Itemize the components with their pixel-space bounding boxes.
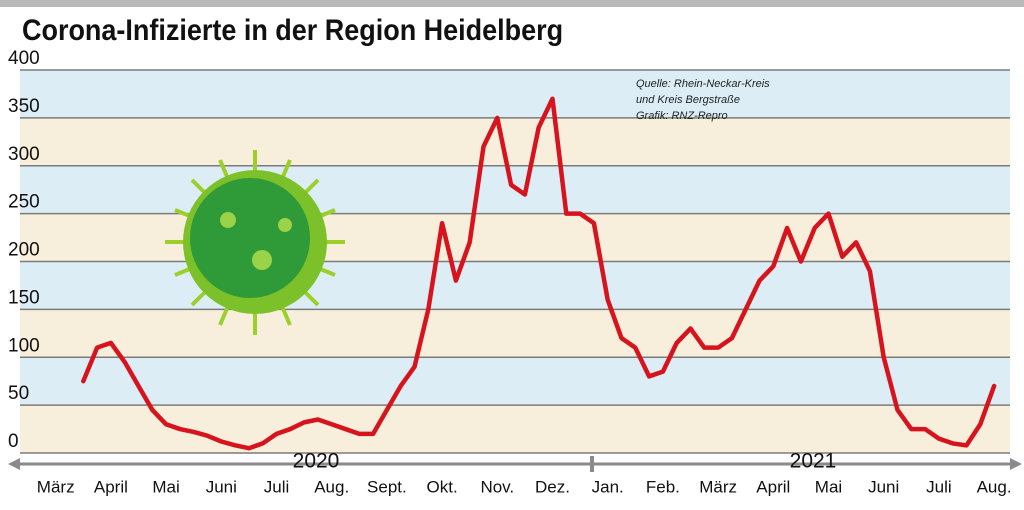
top-bar [0, 0, 1024, 7]
y-tick-label: 350 [8, 96, 40, 117]
grid-band [20, 70, 1010, 118]
source-line: Quelle: Rhein-Neckar-Kreis [636, 78, 770, 90]
grid-band [20, 309, 1010, 358]
axis-arrow [8, 458, 20, 470]
axis-arrow [1010, 458, 1022, 470]
x-tick-label: Dez. [535, 477, 570, 496]
y-tick-label: 100 [8, 335, 40, 356]
year-label: 2020 [293, 450, 340, 473]
source-line: und Kreis Bergstraße [636, 94, 740, 106]
y-tick-label: 200 [8, 240, 40, 261]
y-tick-label: 400 [8, 48, 40, 69]
grid-band [20, 261, 1010, 310]
year-label: 2021 [790, 450, 837, 473]
x-tick-label: Mai [815, 477, 842, 496]
x-tick-label: Juni [868, 477, 899, 496]
x-tick-label: Juli [264, 477, 290, 496]
data-line [81, 96, 997, 451]
virus-icon [165, 150, 345, 335]
y-tick-label: 150 [8, 287, 40, 308]
x-tick-label: Aug. [314, 477, 349, 496]
plot-bands [20, 69, 1010, 454]
y-tick-label: 300 [8, 144, 40, 165]
x-tick-label: Aug. [977, 477, 1012, 496]
x-tick-label: April [756, 477, 790, 496]
x-tick-label: Jan. [592, 477, 624, 496]
y-tick-label: 250 [8, 192, 40, 213]
x-tick-label: April [94, 477, 128, 496]
x-tick-label: Juli [926, 477, 952, 496]
x-tick-label: Okt. [427, 477, 458, 496]
grid-band [20, 405, 1010, 453]
chart-title: Corona-Infizierte in der Region Heidelbe… [22, 14, 563, 48]
y-tick-label: 0 [8, 431, 19, 452]
x-tick-label: Feb. [646, 477, 680, 496]
source-line: Grafik: RNZ-Repro [636, 110, 728, 122]
y-tick-label: 50 [8, 383, 29, 404]
grid-band [20, 357, 1010, 406]
x-tick-label: Nov. [480, 477, 514, 496]
x-tick-label: Juni [206, 477, 237, 496]
x-tick-label: März [699, 477, 737, 496]
x-tick-label: März [37, 477, 75, 496]
x-tick-label: Mai [152, 477, 179, 496]
x-tick-label: Sept. [367, 477, 407, 496]
grid-band [20, 117, 1010, 166]
